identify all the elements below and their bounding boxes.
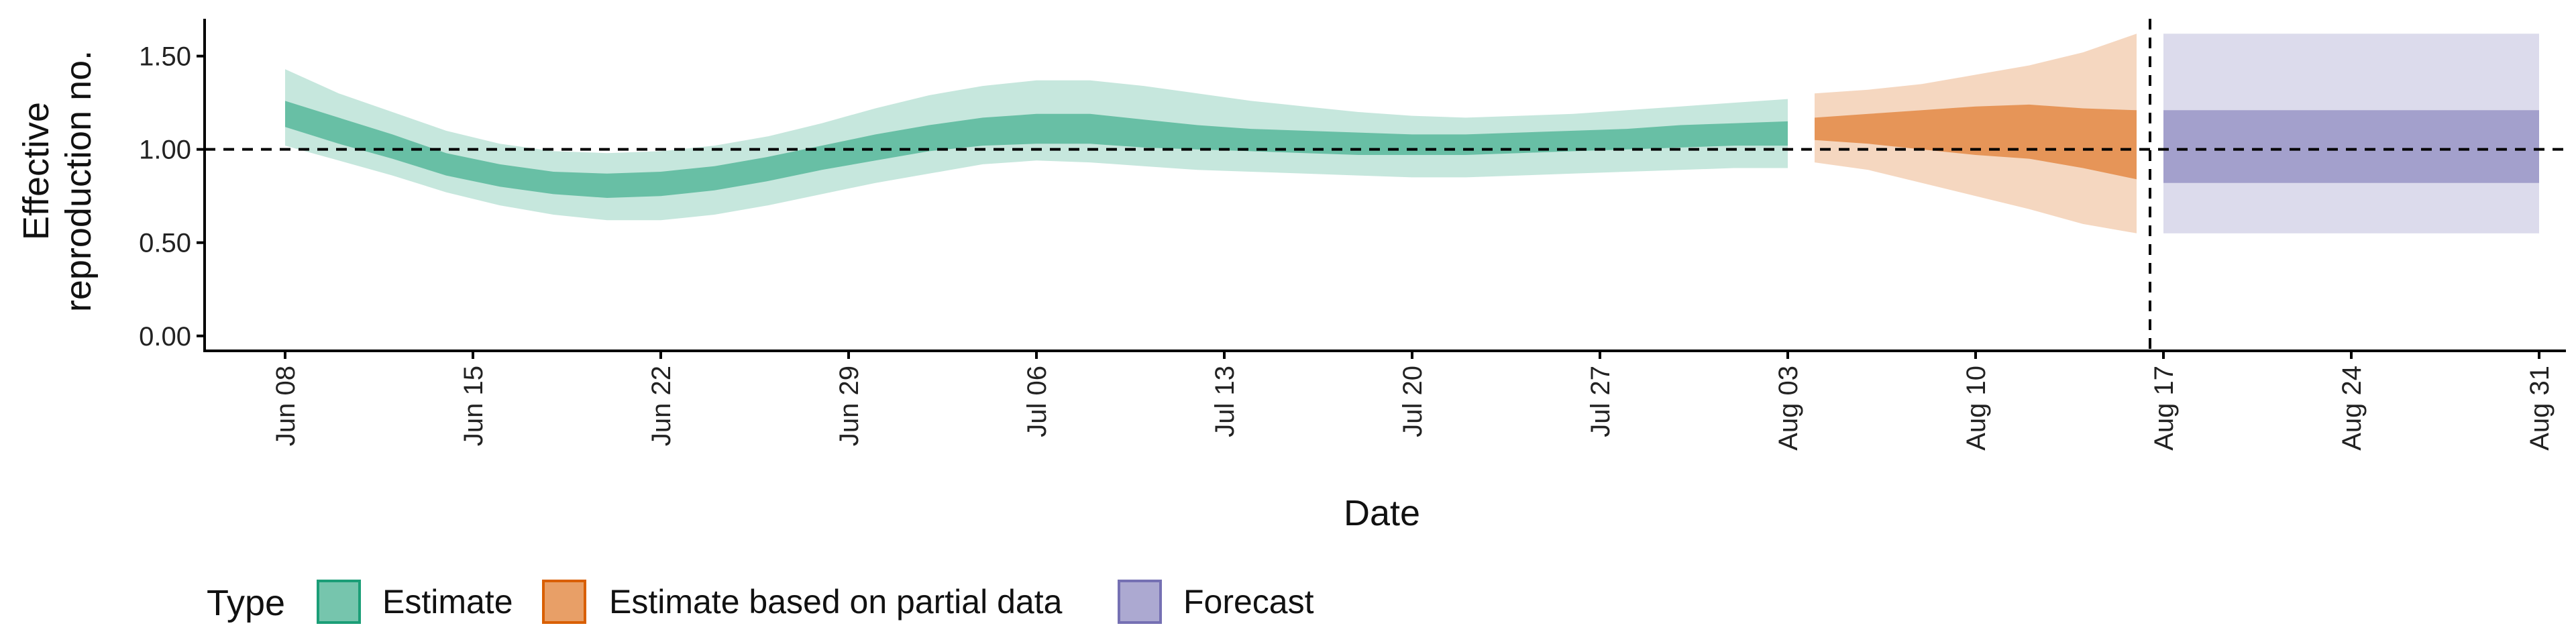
y-tick-label: 0.50 [139,229,191,258]
x-tick-label: Jul 06 [1022,366,1052,437]
y-tick-label: 1.00 [139,136,191,165]
x-tick-label: Jun 08 [271,366,301,446]
x-tick-label: Aug 24 [2337,366,2367,451]
x-tick-label: Jun 29 [835,366,864,446]
x-tick-label: Aug 31 [2525,366,2555,451]
x-tick-label: Jul 27 [1586,366,1615,437]
x-tick-label: Aug 10 [1962,366,1991,451]
legend-label-estimate-based-on-partial-data: Estimate based on partial data [609,583,1063,621]
legend-items: Estimate Estimate based on partial data Fo… [317,580,1314,624]
x-axis-title: Date [1344,493,1420,533]
y-tick-label: 0.00 [139,322,191,352]
forecast-band-50 [2163,110,2539,183]
y-axis-title-line-2: reproduction no. [58,50,99,312]
ribbons-layer [285,34,2539,233]
y-tick-label: 1.50 [139,42,191,72]
x-axis-ticks: Jun 08 Jun 15 Jun 22 Jun 29 Jul 06 Jul 13 Jul … [271,351,2555,451]
legend-key-forecast [1118,580,1162,624]
legend-label-forecast: Forecast [1183,583,1314,621]
x-tick-label: Jul 20 [1398,366,1428,437]
y-axis-ticks: 0.00 0.50 1.00 1.50 [139,42,205,352]
x-tick-label: Jun 22 [647,366,676,446]
legend-key-estimate [317,580,361,624]
x-tick-label: Aug 17 [2149,366,2179,451]
estimate-based-on-partial-data-band-50 [1815,104,2137,180]
legend-title: Type [207,583,285,623]
legend-key-estimate-based-on-partial-data [542,580,586,624]
legend: Type Estimate Estimate based on partial d… [207,580,1314,624]
estimate-band-50 [285,101,1788,198]
y-axis-title-line-1: Effective [16,102,56,240]
x-tick-label: Jul 13 [1210,366,1240,437]
x-tick-label: Aug 03 [1774,366,1803,451]
x-tick-label: Jun 15 [459,366,488,446]
legend-label-estimate: Estimate [382,583,513,621]
